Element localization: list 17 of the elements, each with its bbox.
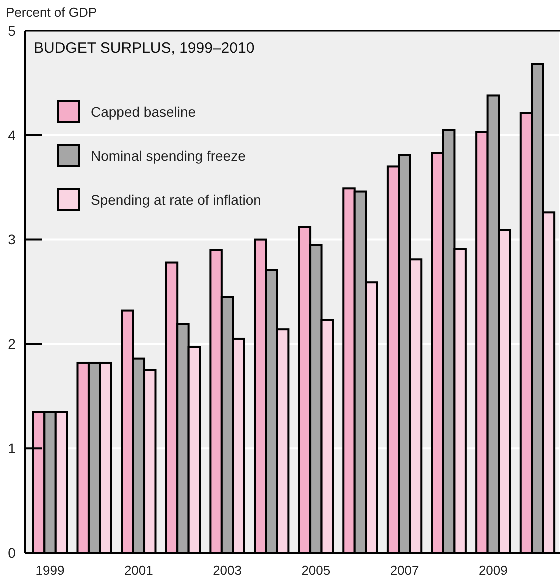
y-tick-label: 3: [8, 232, 16, 248]
y-tick-label: 0: [8, 544, 16, 561]
x-tick-label: 2009: [478, 563, 508, 578]
x-tick-label: 1999: [36, 563, 65, 578]
y-tick-label: 2: [8, 336, 16, 352]
x-tick-label: 2003: [213, 563, 242, 578]
y-tick-label: 1: [8, 440, 16, 456]
text: BUDGET SURPLUS, 1999–2010: [34, 40, 255, 57]
x-tick-label: 2001: [124, 563, 154, 578]
legend-label: Spending at rate of inflation: [91, 192, 262, 208]
y-axis-title: Percent of GDP: [6, 5, 98, 20]
legend-label: Nominal spending freeze: [91, 148, 246, 164]
legend-label: Capped baseline: [91, 104, 196, 120]
x-tick-label: 2005: [302, 563, 331, 578]
y-tick-label: 5: [8, 22, 16, 39]
x-tick-label: 2007: [390, 563, 420, 578]
y-tick-label: 4: [8, 127, 16, 144]
